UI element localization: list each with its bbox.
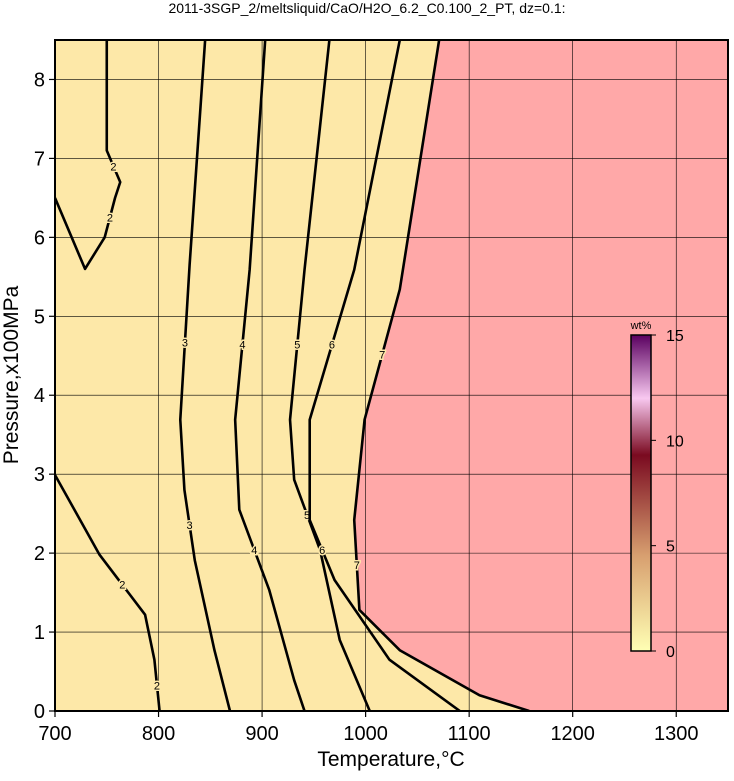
y-tick-label: 2 (34, 543, 45, 565)
y-tick-label: 8 (34, 69, 45, 91)
colorbar-tick-label: 0 (666, 644, 675, 661)
contour-label: 3 (182, 337, 188, 349)
contour-line (308, 40, 461, 711)
y-tick-label: 3 (34, 464, 45, 486)
contour-label: 7 (379, 350, 385, 362)
plot-area: 2 2 2 2 3 3 4 4 5 5 6 6 7 7 (55, 40, 728, 711)
x-tick-label: 1300 (654, 723, 699, 745)
contour-label: 5 (294, 340, 300, 352)
contour-line (55, 474, 161, 711)
x-tick-label: 900 (245, 723, 278, 745)
contour-label: 7 (354, 560, 360, 572)
contour-label: 2 (154, 680, 160, 692)
y-tick-label: 4 (34, 385, 45, 407)
contour-label: 4 (239, 340, 245, 352)
y-axis-label: Pressure,x100MPa (0, 285, 23, 464)
x-tick-label: 700 (38, 723, 71, 745)
x-tick-label: 1200 (550, 723, 595, 745)
colorbar-tick-label: 5 (666, 539, 675, 556)
y-tick-label: 5 (34, 306, 45, 328)
y-tick-label: 0 (34, 701, 45, 723)
colorbar-tick-label: 15 (666, 328, 684, 345)
contour-label: 6 (319, 545, 325, 557)
y-tick-label: 7 (34, 148, 45, 170)
chart-title: 2011-3SGP_2/meltsliquid/CaO/H2O_6.2_C0.1… (168, 0, 565, 16)
colorbar-label: wt% (630, 320, 652, 332)
contour-line (352, 40, 530, 711)
x-tick-label: 800 (142, 723, 175, 745)
contour-label: 4 (251, 545, 257, 557)
x-axis-label: Temperature,°C (317, 748, 464, 771)
x-tick-label: 1100 (448, 723, 491, 745)
contour-label: 2 (110, 161, 116, 173)
contour-line (233, 40, 306, 711)
contour-label: 5 (304, 510, 310, 522)
overlay: 700 800 900 1000 1100 1200 1300 0 1 2 3 4 5 6 7 8 wt% 0 5 1… (34, 39, 729, 745)
y-tick-label: 1 (34, 622, 45, 644)
contour-line (178, 40, 232, 711)
contour-label: 2 (119, 580, 125, 592)
contour-line (55, 40, 122, 271)
contour-label: 2 (107, 213, 113, 225)
colorbar (630, 334, 652, 652)
contour-label: 3 (187, 520, 193, 532)
x-tick-label: 1000 (343, 723, 388, 745)
contour-label: 6 (329, 340, 335, 352)
colorbar-tick-label: 10 (666, 433, 684, 450)
contour-line (288, 40, 371, 711)
plot-frame (54, 39, 729, 712)
y-tick-label: 6 (34, 227, 45, 249)
